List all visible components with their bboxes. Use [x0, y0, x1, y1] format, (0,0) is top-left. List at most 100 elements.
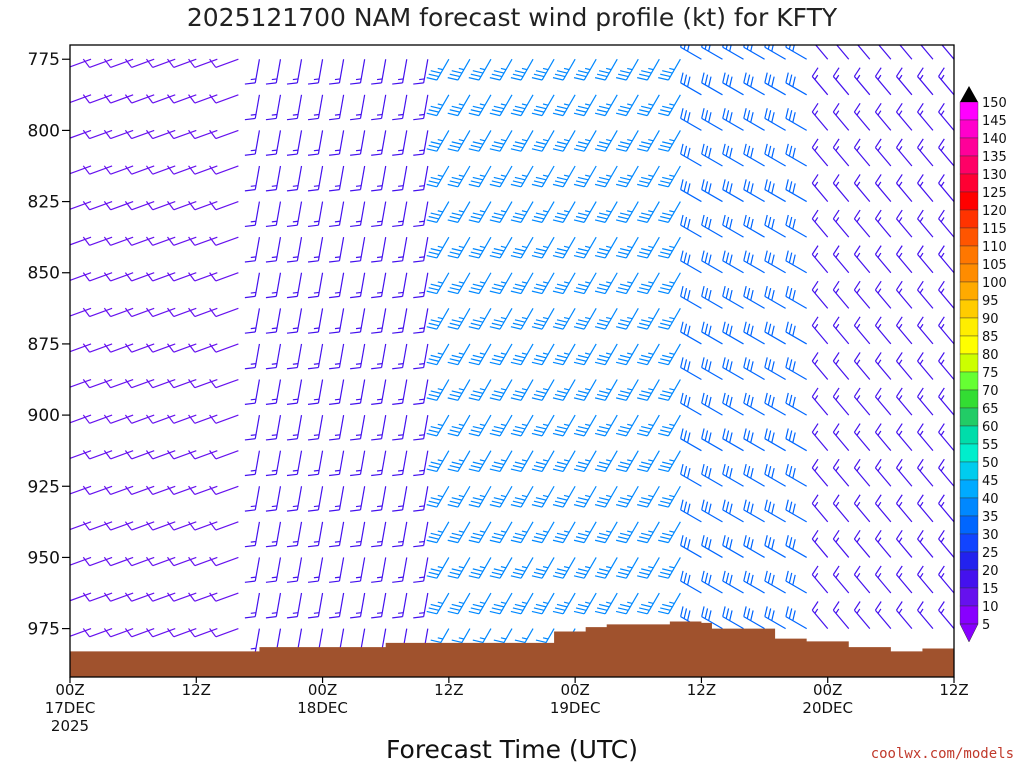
wind-barb: [701, 72, 723, 96]
wind-barb: [832, 494, 850, 523]
wind-barb: [371, 414, 387, 441]
wind-barb: [350, 272, 366, 299]
wind-barb: [573, 201, 597, 223]
wind-barb: [392, 59, 408, 85]
wind-barb: [743, 499, 765, 523]
wind-barb: [785, 143, 807, 167]
wind-barb: [917, 423, 934, 452]
wind-barb: [658, 343, 681, 366]
wind-barb: [489, 379, 513, 401]
wind-barb: [853, 138, 871, 167]
wind-barb: [722, 321, 744, 345]
wind-barb: [70, 308, 71, 309]
wind-barb: [743, 250, 765, 274]
x-tick-label: 12Z: [939, 681, 968, 699]
wind-barb: [82, 378, 113, 389]
wind-barb: [489, 94, 513, 117]
wind-barb: [413, 165, 429, 192]
wind-barb: [447, 201, 471, 223]
wind-barb: [188, 414, 218, 424]
wind-barb: [244, 450, 261, 477]
wind-barb: [145, 343, 176, 353]
wind-barb: [468, 521, 492, 544]
wind-barb: [764, 463, 786, 487]
wind-barb: [70, 307, 92, 317]
wind-barb: [743, 428, 765, 452]
wind-barb: [244, 130, 261, 156]
wind-barb: [552, 308, 576, 330]
wind-barb: [658, 165, 681, 188]
wind-barb: [552, 521, 576, 544]
wind-barb: [265, 592, 282, 619]
colorbar-swatch: [959, 371, 979, 391]
colorbar-label: 150: [982, 96, 1007, 111]
wind-barb: [70, 379, 71, 381]
wind-barb: [764, 45, 786, 60]
wind-barb: [895, 387, 913, 416]
wind-barb: [103, 521, 134, 531]
wind-barb: [658, 272, 681, 295]
wind-barb: [701, 108, 723, 131]
wind-barb: [286, 343, 303, 370]
x-axis-label: Forecast Time (UTC): [386, 735, 638, 764]
wind-barb: [371, 165, 387, 192]
wind-barb: [895, 209, 913, 238]
wind-barb: [594, 450, 618, 473]
wind-barb: [145, 521, 176, 531]
wind-barb: [853, 529, 871, 558]
x-tick-label: 00Z: [560, 681, 589, 699]
wind-barb: [811, 601, 829, 629]
wind-barb: [552, 450, 576, 473]
wind-barb: [307, 521, 324, 548]
wind-barb: [167, 521, 197, 531]
wind-barb: [722, 179, 744, 203]
wind-barb: [594, 165, 618, 188]
wind-barb: [124, 521, 155, 531]
wind-barb: [447, 450, 471, 473]
wind-barb: [167, 58, 197, 69]
wind-barb: [743, 45, 765, 60]
wind-barb: [938, 529, 954, 558]
wind-barb: [286, 592, 303, 619]
wind-barb: [70, 521, 71, 523]
wind-barb: [489, 485, 513, 508]
wind-barb: [531, 521, 555, 544]
colorbar-label: 20: [982, 564, 999, 579]
wind-barb: [188, 343, 218, 353]
wind-barb: [573, 414, 597, 437]
wind-barb: [209, 592, 239, 602]
wind-barb: [701, 45, 723, 60]
wind-barb: [832, 529, 850, 558]
wind-barb: [764, 179, 786, 203]
wind-barb: [468, 130, 492, 152]
wind-barb: [743, 72, 765, 96]
wind-barb: [874, 245, 892, 274]
wind-barb: [853, 174, 871, 202]
wind-barb: [920, 45, 934, 60]
wind-barb: [188, 556, 218, 567]
wind-barb: [371, 201, 387, 228]
wind-barb: [124, 343, 155, 353]
wind-barb: [329, 94, 345, 121]
wind-barb: [615, 343, 639, 366]
wind-barb: [244, 379, 261, 405]
y-tick-label: 775: [28, 50, 60, 70]
wind-barb: [103, 94, 134, 104]
wind-barb: [468, 58, 492, 81]
wind-barb: [244, 237, 261, 263]
wind-barb: [70, 129, 92, 139]
wind-barb: [832, 316, 850, 345]
wind-barb: [785, 250, 807, 274]
wind-barb: [188, 129, 218, 140]
wind-barb: [573, 165, 597, 188]
wind-barb: [899, 45, 913, 60]
wind-barb: [938, 494, 954, 523]
wind-barb: [743, 321, 765, 345]
wind-barb: [552, 94, 576, 117]
wind-barb: [286, 130, 303, 156]
wind-barb: [811, 352, 829, 380]
wind-barb: [145, 129, 176, 140]
wind-barb: [832, 601, 850, 629]
wind-barb: [209, 378, 239, 389]
wind-barb: [103, 58, 134, 69]
